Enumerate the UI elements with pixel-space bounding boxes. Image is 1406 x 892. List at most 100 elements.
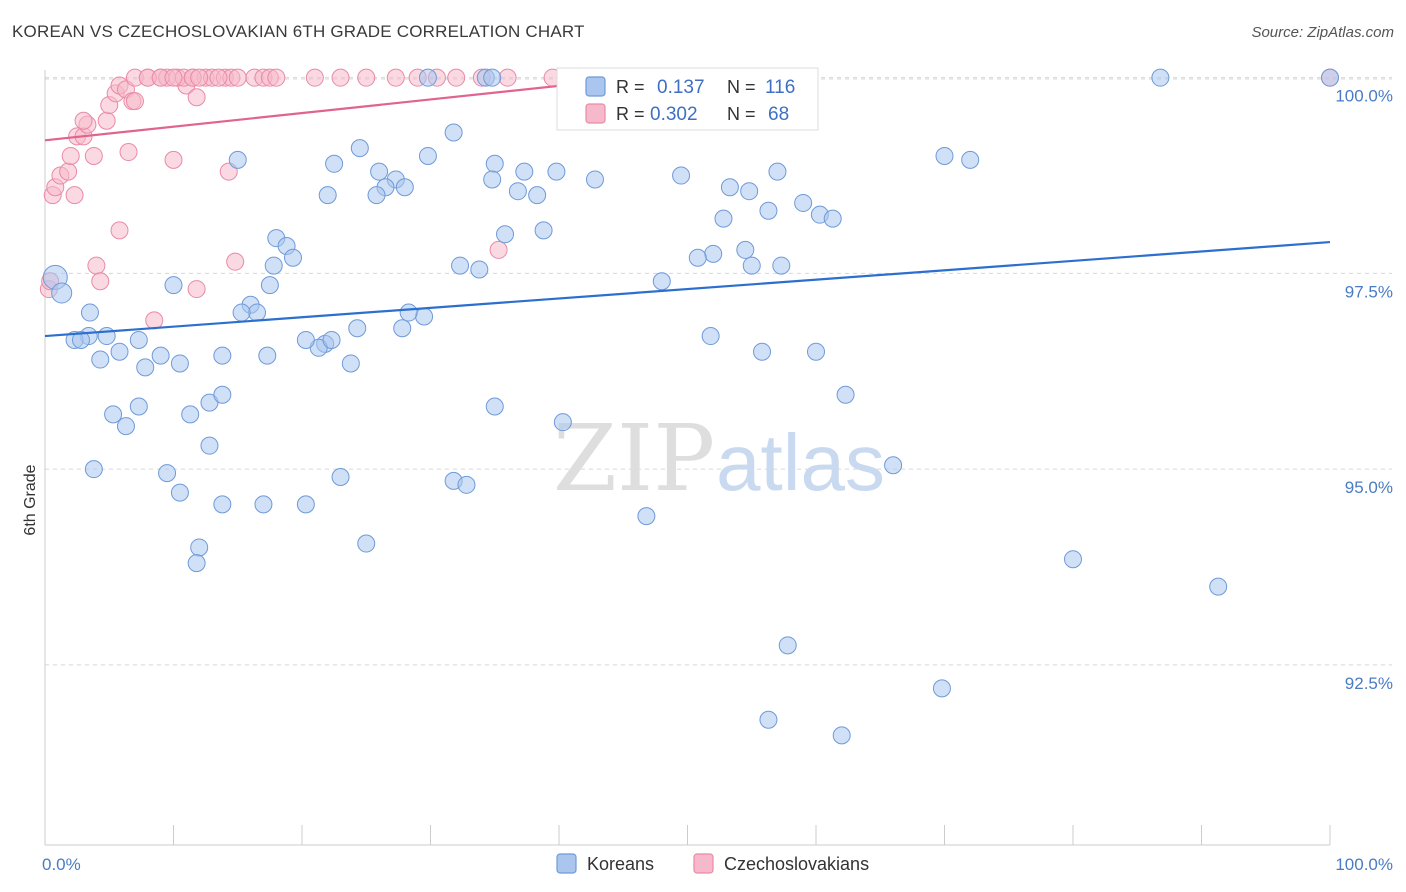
korean-point (370, 162, 389, 181)
korean-point (104, 405, 123, 424)
korean-point (151, 346, 170, 365)
korean-point (348, 319, 367, 338)
korean-point (164, 276, 183, 295)
korean-point (652, 272, 671, 291)
korean-point (1064, 550, 1082, 569)
korean-point (672, 166, 691, 185)
korean-point (254, 495, 273, 514)
korean-point (759, 201, 778, 220)
korean-point (248, 303, 267, 322)
korean-point (932, 679, 951, 698)
korean-point (170, 483, 189, 502)
watermark-zip: ZIP (553, 405, 715, 512)
czech-point (87, 256, 106, 275)
czech-point (209, 68, 228, 87)
korean-point (232, 303, 251, 322)
korean-point (260, 276, 279, 295)
korean-point (768, 162, 787, 181)
korean-point (71, 330, 90, 349)
korean-point (534, 221, 553, 240)
korean-point (935, 146, 954, 165)
korean-point (341, 354, 360, 373)
legend-czech-r-label: R = (616, 104, 645, 124)
czech-point (97, 111, 116, 130)
bottom-legend-czech-label: Czechoslovakians (724, 854, 869, 874)
korean-point (483, 68, 502, 87)
korean-point (296, 495, 315, 514)
korean-point (1321, 68, 1339, 87)
korean-point (80, 303, 99, 322)
korean-point (418, 146, 437, 165)
korean-point (547, 162, 566, 181)
bottom-legend-korean-swatch (556, 853, 577, 874)
korean-point (714, 209, 733, 228)
czech-points-layer (39, 68, 1339, 330)
korean-point (637, 507, 656, 526)
czech-point (164, 150, 183, 169)
czech-point (145, 311, 164, 330)
bottom-legend-korean-label: Koreans (587, 854, 654, 874)
korean-point (720, 178, 739, 197)
korean-point (367, 186, 386, 205)
czech-point (187, 280, 206, 299)
legend-czech-r-value: 0.302 (650, 104, 698, 125)
korean-point (213, 495, 232, 514)
korean-point (158, 464, 177, 483)
korean-point (688, 248, 707, 267)
korean-point (451, 256, 470, 275)
korean-point (884, 456, 903, 475)
korean-point (1209, 577, 1228, 596)
korean-point (740, 182, 759, 201)
korean-point (258, 346, 277, 365)
legend-korean-swatch (585, 76, 606, 97)
korean-point (51, 282, 73, 304)
czech-point (305, 68, 324, 87)
legend-korean-n-label: N = (727, 77, 756, 97)
korean-point (110, 342, 129, 361)
korean-point (322, 330, 341, 349)
korean-point (701, 327, 720, 346)
korean-point (284, 248, 303, 267)
korean-point (961, 150, 980, 169)
czech-point (59, 162, 78, 181)
czech-point (489, 240, 508, 259)
korean-point (318, 186, 337, 205)
legend-czech-n-value: 68 (768, 104, 789, 125)
korean-point (772, 256, 791, 275)
korean-point (357, 534, 376, 553)
czech-point (228, 68, 247, 87)
czech-point (91, 272, 110, 291)
korean-point (496, 225, 515, 244)
korean-point (742, 256, 761, 275)
korean-point (415, 307, 434, 326)
czech-point (125, 92, 144, 111)
korean-point (395, 178, 414, 197)
korean-point (704, 244, 723, 263)
korean-point (836, 385, 855, 404)
legend-korean-n-value: 116 (765, 77, 795, 98)
y-tick-label: 97.5% (1345, 282, 1393, 301)
korean-point (515, 162, 534, 181)
czech-point (84, 146, 103, 165)
czech-point (226, 252, 245, 271)
korean-point (399, 303, 418, 322)
korean-point (553, 413, 572, 432)
korean-point (528, 186, 547, 205)
korean-point (508, 182, 527, 201)
y-tick-label: 92.5% (1345, 674, 1393, 693)
korean-trend-line (44, 240, 1331, 338)
korean-point (170, 354, 189, 373)
korean-point (470, 260, 489, 279)
y-tick-label: 100.0% (1335, 87, 1393, 106)
bottom-legend-czech-swatch (693, 853, 714, 874)
czech-point (74, 111, 93, 130)
x-tick-label-max: 100.0% (1335, 855, 1393, 874)
axes-layer: 92.5% 95.0% 97.5% 100.0% 0.0% 100.0% (42, 70, 1393, 874)
korean-points-layer (42, 68, 1339, 745)
korean-point (296, 330, 315, 349)
czech-point (498, 68, 517, 87)
korean-point (129, 330, 148, 349)
czech-point (357, 68, 376, 87)
korean-point (823, 209, 842, 228)
czech-point (447, 68, 466, 87)
